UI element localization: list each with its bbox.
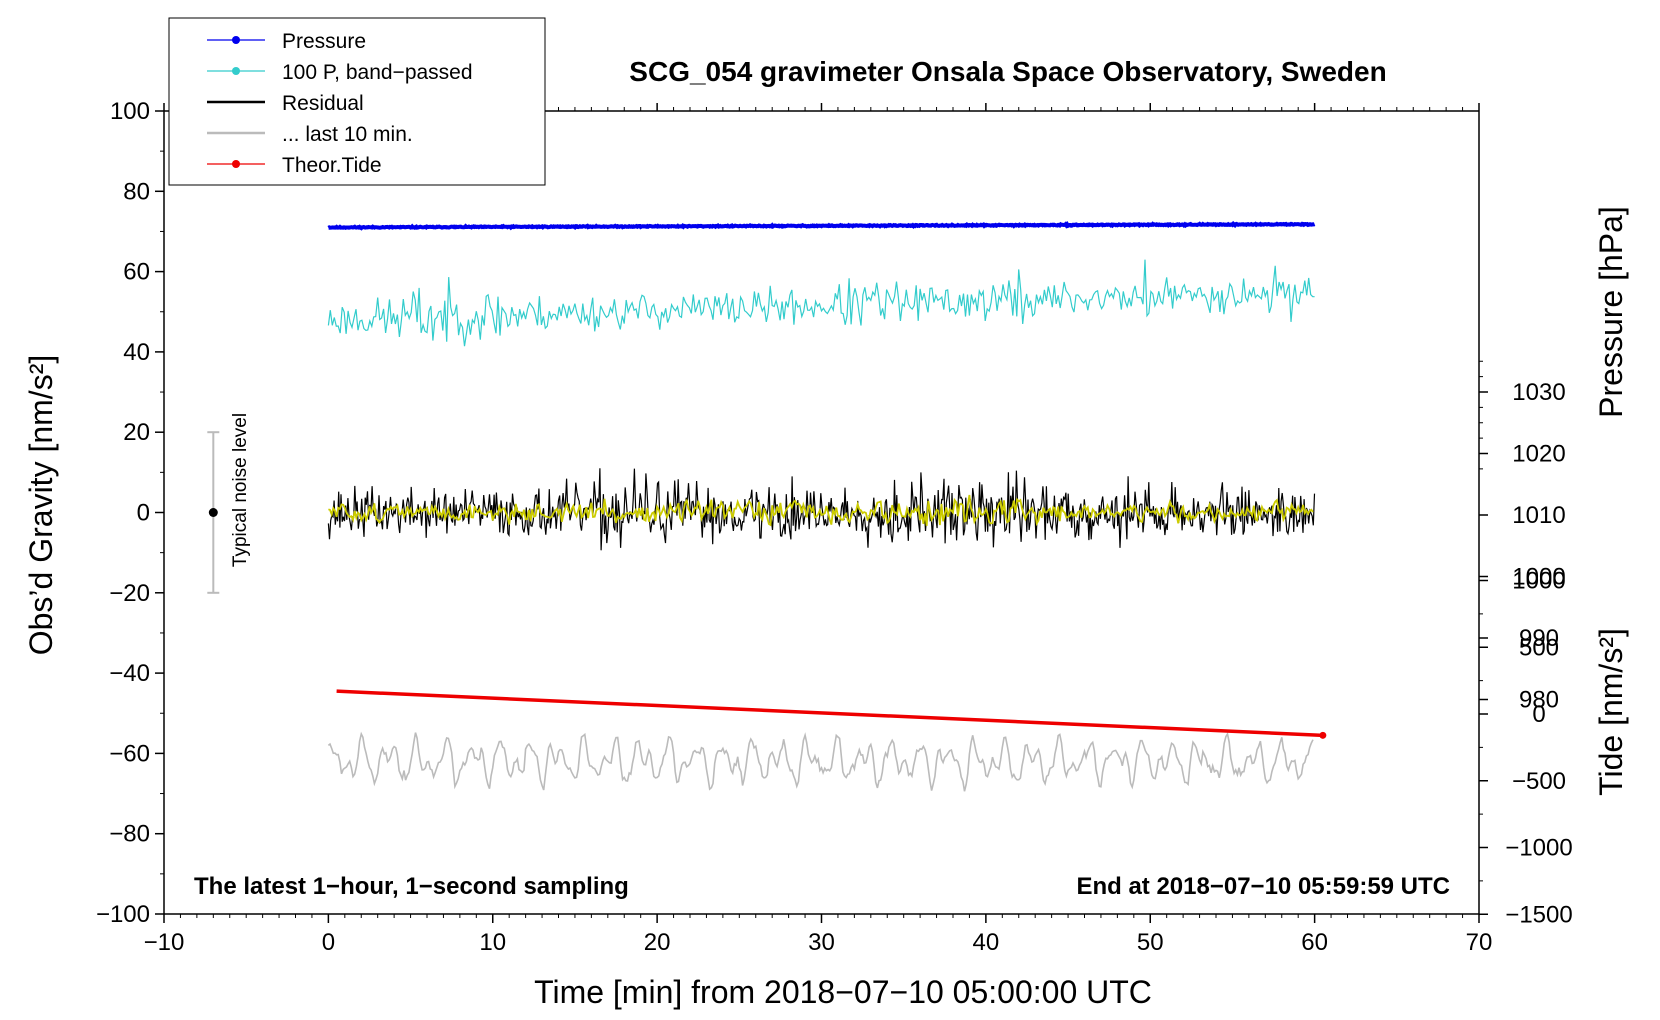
end-time-note: End at 2018−07−10 05:59:59 UTC (1076, 873, 1450, 900)
series-last-10-min (327, 731, 1314, 792)
legend: Pressure 100 P, band−passed Residual ... la… (168, 17, 546, 186)
sampling-note: The latest 1−hour, 1−second sampling (194, 873, 629, 900)
tide-axis-title: Tide [nm/s²] (1593, 628, 1629, 796)
y-tick-label: −60 (109, 740, 150, 767)
noise-label: Typical noise level (230, 413, 251, 567)
series-theor-tide (336, 689, 1323, 738)
legend-marker (232, 160, 240, 168)
series-band-passed (327, 259, 1315, 347)
y-tick-label: 100 (110, 98, 150, 125)
legend-item: Residual (207, 92, 364, 115)
x-tick-label: 40 (973, 929, 1000, 956)
x-tick-label: 0 (322, 929, 335, 956)
x-tick-label: 30 (808, 929, 835, 956)
x-tick-label: 20 (644, 929, 671, 956)
y-tick-label: −20 (109, 580, 150, 607)
y-tick-label: −80 (109, 821, 150, 848)
legend-label: ... last 10 min. (282, 123, 413, 146)
plot-series (327, 220, 1327, 792)
pressure-tick-label: 1020 (1512, 441, 1565, 468)
pressure-tick-label: 980 (1519, 687, 1559, 714)
legend-item: ... last 10 min. (207, 123, 413, 146)
tide-tick-label: −500 (1512, 768, 1566, 795)
y-tick-label: 40 (123, 339, 150, 366)
y-tick-label: 20 (123, 419, 150, 446)
x-tick-label: −10 (144, 929, 185, 956)
x-tick-label: 70 (1466, 929, 1493, 956)
legend-label: Residual (282, 92, 364, 115)
x-axis-title: Time [min] from 2018−07−10 05:00:00 UTC (534, 974, 1152, 1010)
tide-tick-label: −1500 (1505, 901, 1572, 928)
y-tick-label: 60 (123, 259, 150, 286)
tide-end-marker (1319, 731, 1327, 739)
series-pressure (327, 220, 1316, 231)
series-residual-smoothed (328, 494, 1314, 527)
y-tick-label: −100 (96, 901, 150, 928)
legend-marker (232, 36, 240, 44)
noise-indicator: Typical noise level (207, 413, 251, 594)
legend-label: Pressure (282, 30, 366, 53)
noise-center-point (208, 508, 218, 517)
pressure-tick-label: 1010 (1512, 502, 1565, 529)
x-tick-label: 10 (479, 929, 506, 956)
x-tick-label: 60 (1301, 929, 1328, 956)
annotations: SCG_054 gravimeter Onsala Space Observat… (23, 56, 1629, 1010)
y-tick-label: 80 (123, 178, 150, 205)
tide-tick-label: −1000 (1505, 835, 1572, 862)
pressure-tick-label: 990 (1519, 625, 1559, 652)
legend-item: Pressure (207, 30, 366, 53)
y-axis-title: Obs’d Gravity [nm/s²] (23, 355, 59, 656)
legend-item: Theor.Tide (207, 154, 382, 177)
legend-marker (232, 67, 240, 75)
pressure-tick-label: 1000 (1512, 564, 1565, 591)
chart-title: SCG_054 gravimeter Onsala Space Observat… (629, 56, 1386, 87)
legend-label: 100 P, band−passed (282, 61, 473, 84)
tide-tick-label: 1000 (1512, 568, 1565, 595)
pressure-tick-label: 1030 (1512, 379, 1565, 406)
tide-tick-label: 0 (1532, 701, 1545, 728)
x-tick-label: 50 (1137, 929, 1164, 956)
legend-item: 100 P, band−passed (207, 61, 473, 84)
y-tick-label: −40 (109, 660, 150, 687)
pressure-axis-title: Pressure [hPa] (1593, 206, 1629, 418)
legend-label: Theor.Tide (282, 154, 382, 177)
y-tick-label: 0 (137, 500, 150, 527)
tide-tick-label: 500 (1519, 634, 1559, 661)
